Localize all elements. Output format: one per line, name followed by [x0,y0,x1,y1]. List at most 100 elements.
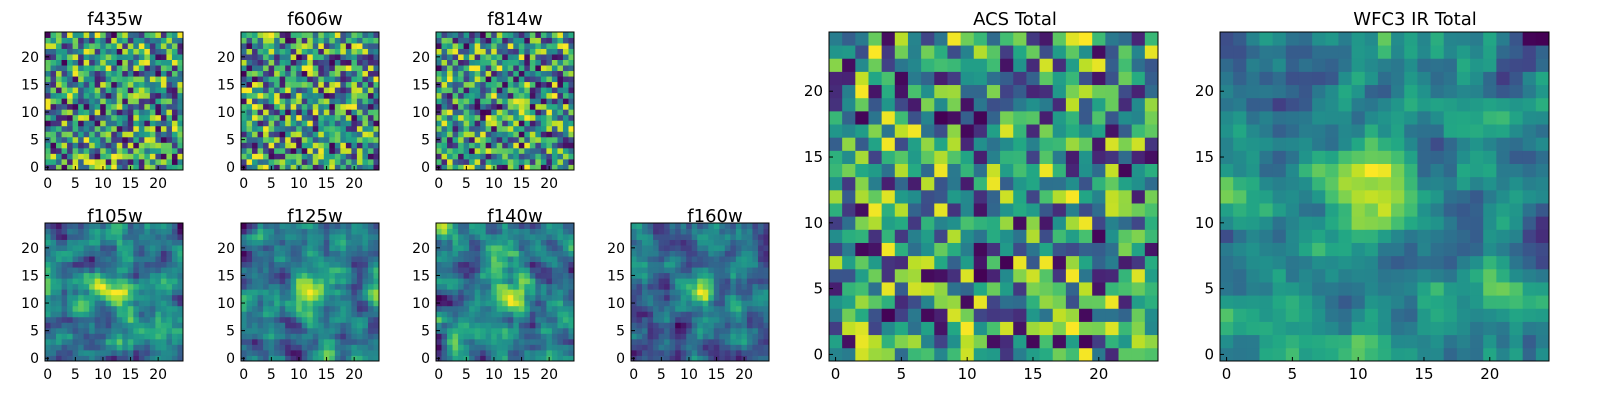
heatmap-cell [241,294,247,301]
heatmap-cell [562,234,569,240]
heatmap-cell [257,234,264,240]
heatmap-cell [680,349,687,356]
heatmap-cell [61,54,68,60]
heatmap-cell [160,300,167,307]
heatmap-cell [441,81,448,88]
heatmap-cell [133,311,140,318]
heatmap-cell [252,223,258,229]
heatmap-cells-f140w [436,223,575,362]
heatmap-cell [61,87,68,94]
heatmap-cell [546,59,553,66]
heatmap-cell [116,103,123,110]
heatmap-cell [551,355,558,362]
heatmap-cell [116,131,123,138]
heatmap-cell [568,250,575,257]
heatmap-cell [111,228,118,235]
heatmap-cell [241,92,247,99]
heatmap-cell [463,37,470,44]
heatmap-cell [524,92,531,99]
heatmap-cell [149,256,156,263]
heatmap-cell [285,261,292,268]
heatmap-cell [741,261,748,268]
heatmap-cell [535,153,542,160]
heatmap-cell [960,308,975,322]
heatmap-cell [138,158,145,165]
heatmap-cell [485,92,492,99]
heatmap-cell [664,294,671,301]
heatmap-cell [540,76,547,83]
heatmap-cell [480,54,487,60]
heatmap-cell [340,234,347,240]
heatmap-cell [496,305,503,312]
heatmap-cell [166,164,173,171]
heatmap-cell [452,142,459,149]
heatmap-cell [947,189,961,204]
heatmap-cell [513,32,520,38]
heatmap-cell [263,76,269,83]
heatmap-cell [730,294,737,301]
heatmap-cell [524,98,531,105]
heatmap-cell [263,234,269,240]
heatmap-cell [274,261,281,268]
heatmap-cell [334,272,341,279]
heatmap-cell [50,81,57,88]
heatmap-cell [1000,203,1014,217]
heatmap-cell [138,305,145,312]
heatmap-cell [686,239,693,246]
heatmap-cell [138,114,145,121]
heatmap-cell [669,322,676,329]
heatmap-cell [1000,308,1014,322]
heatmap-cell [447,294,453,301]
heatmap-cell [568,294,575,301]
heatmap-cell [1039,150,1054,164]
heatmap-cell [290,245,297,251]
heatmap-cell [658,228,665,235]
heatmap-cell [986,189,1001,204]
heatmap-cell [551,311,558,318]
heatmap-cell [263,250,269,257]
heatmap-cell [45,32,51,38]
heatmap-cell [1105,176,1119,191]
heatmap-cell [529,32,536,38]
heatmap-cell [529,125,536,132]
heatmap-cell [631,239,637,246]
heatmap-cell [491,338,498,345]
heatmap-cell [540,316,547,323]
heatmap-cell [458,103,464,110]
heatmap-cell [246,158,253,165]
heatmap-cell [741,278,748,285]
heatmap-cell [274,120,281,127]
heatmap-cell [658,278,665,285]
heatmap-cell [746,349,753,356]
heatmap-cell [763,283,770,290]
heatmap-cell [535,267,542,274]
heatmap-cell [367,65,374,72]
heatmap-cell [1092,255,1106,270]
heatmap-cell [296,261,303,268]
heatmap-cell [724,261,731,268]
heatmap-cell [356,37,363,44]
heatmap-cell [947,150,961,164]
heatmap-cell [144,272,151,279]
heatmap-cell [155,147,162,154]
heatmap-cell [138,136,145,143]
panel-title-f160w: f160w [687,206,742,227]
heatmap-cell [513,92,520,99]
heatmap-cell [329,131,336,138]
heatmap-cell [345,333,352,340]
heatmap-cell [334,136,341,143]
heatmap-cell [257,316,264,323]
x-tick-label: 10 [94,176,112,192]
heatmap-cell [367,289,374,296]
heatmap-cell [67,278,73,285]
heatmap-cell [127,344,134,351]
heatmap-cell [373,278,380,285]
heatmap-cell [356,98,363,105]
heatmap-cell [268,142,275,149]
heatmap-cell [697,267,704,274]
heatmap-cell [1131,150,1146,164]
heatmap-cell [562,125,569,132]
heatmap-cell [160,103,167,110]
heatmap-cell [105,43,112,49]
heatmap-cell [166,158,173,165]
